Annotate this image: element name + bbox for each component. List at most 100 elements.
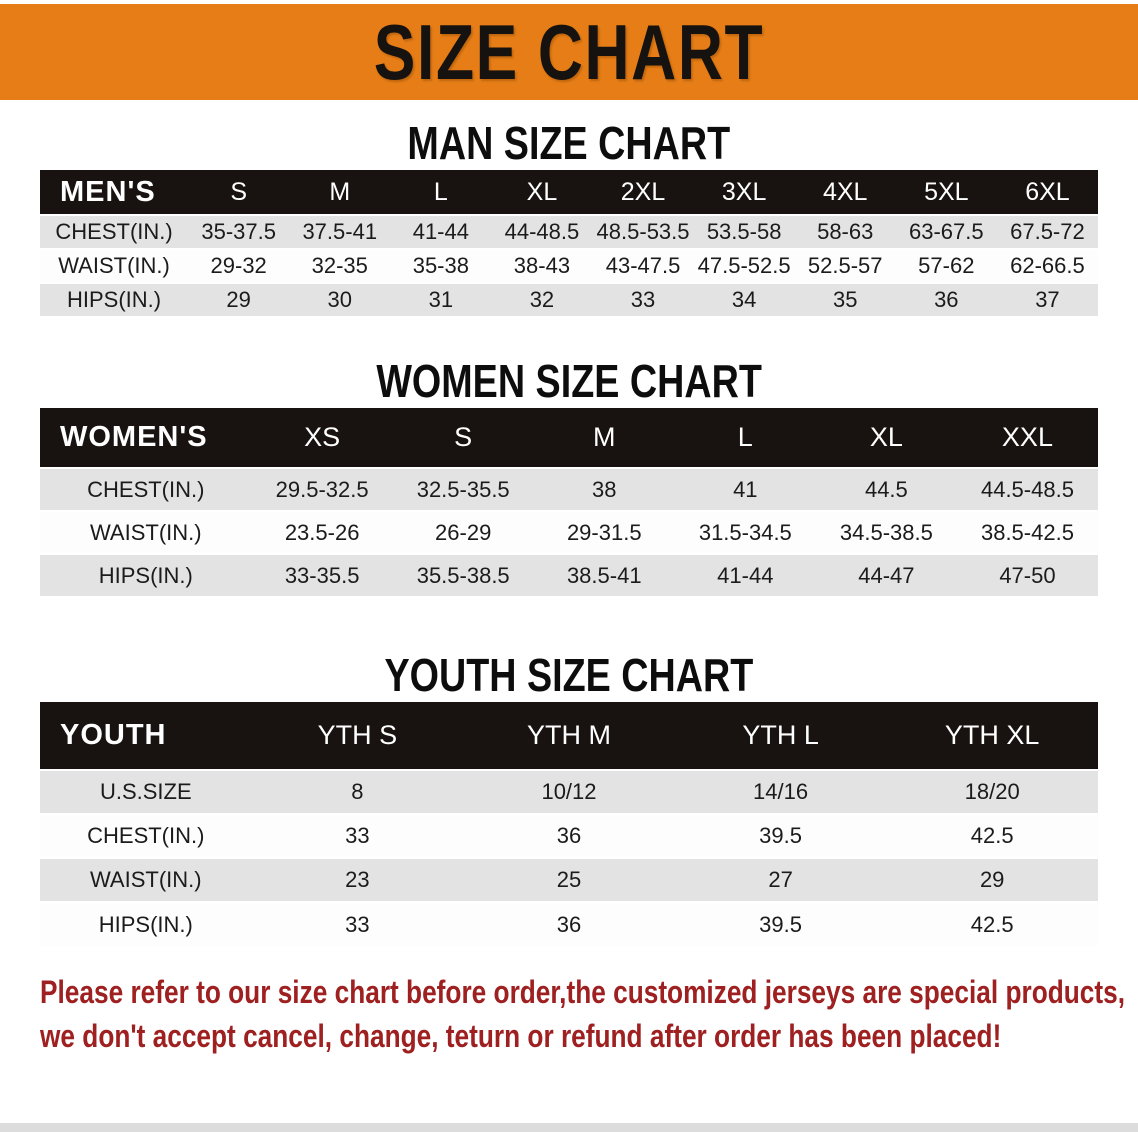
measurement-cell: 43-47.5 [605, 253, 681, 278]
size-column-header: YTH XL [944, 720, 1040, 750]
measurement-row-label: WAIST(IN.) [58, 253, 170, 278]
size-column-header: XXL [1001, 422, 1053, 452]
size-column-header: L [737, 422, 753, 452]
measurement-cell: 29 [226, 287, 251, 312]
table-header-row: MEN'S S M L XL 2XL 3XL 4XL 5XL 6XL [40, 170, 1098, 215]
measurement-cell: 37.5-41 [302, 219, 378, 244]
section-title-youth-text: YOUTH SIZE CHART [384, 649, 754, 701]
size-column-header: YTH M [526, 720, 611, 750]
measurement-cell: 14/16 [753, 779, 809, 804]
measurement-row-label: CHEST(IN.) [87, 823, 205, 848]
table-header-row: WOMEN'S XS S M L XL XXL [40, 408, 1098, 468]
measurement-cell: 39.5 [759, 823, 802, 848]
table-row: CHEST(IN.) 29.5-32.5 32.5-35.5 38 41 44.5 44.5… [40, 468, 1098, 511]
disclaimer-line-1: Please refer to our size chart before or… [40, 974, 1126, 1010]
table-row: WAIST(IN.) 29-32 32-35 35-38 38-43 43-47.5 47.… [40, 249, 1098, 283]
size-column-header: XL [526, 177, 558, 206]
measurement-cell: 29 [979, 867, 1005, 892]
measurement-row-label: CHEST(IN.) [55, 219, 173, 244]
men-size-table: MEN'S S M L XL 2XL 3XL 4XL 5XL 6XL CHEST(IN.) 35-37… [40, 170, 1098, 318]
measurement-cell: 35-38 [412, 253, 469, 278]
table-header-row: YOUTH YTH S YTH M YTH L YTH XL [40, 702, 1098, 770]
measurement-cell: 44-47 [858, 562, 915, 588]
section-title-women-text: WOMEN SIZE CHART [376, 355, 762, 407]
measurement-cell: 31 [428, 287, 454, 312]
measurement-cell: 42.5 [970, 911, 1014, 937]
section-title-men-text: MAN SIZE CHART [407, 117, 731, 169]
table-category-label: WOMEN'S [60, 421, 208, 453]
size-column-header: 4XL [822, 177, 868, 206]
measurement-cell: 47-50 [999, 562, 1056, 588]
size-column-header: 5XL [924, 177, 969, 206]
size-column-header: YTH S [317, 720, 398, 750]
measurement-cell: 38-43 [513, 253, 571, 278]
measurement-cell: 33-35.5 [284, 562, 360, 588]
size-column-header: 2XL [620, 177, 666, 206]
measurement-row-label: WAIST(IN.) [89, 519, 202, 545]
size-column-header: S [454, 422, 473, 452]
measurement-cell: 8 [351, 779, 364, 804]
measurement-cell: 35.5-38.5 [416, 562, 510, 588]
measurement-cell: 44.5 [864, 476, 908, 502]
size-column-header: M [329, 177, 351, 206]
measurement-cell: 32-35 [311, 253, 368, 278]
section-title-youth: YOUTH SIZE CHART [0, 648, 1138, 702]
measurement-cell: 67.5-72 [1010, 219, 1085, 244]
measurement-cell: 41 [733, 476, 758, 502]
measurement-cell: 38.5-42.5 [980, 519, 1074, 545]
measurement-cell: 29-32 [210, 253, 267, 278]
measurement-cell: 63-67.5 [909, 219, 984, 244]
measurement-cell: 62-66.5 [1010, 253, 1085, 278]
section-women: WOMEN SIZE CHART WOMEN'S XS S M L XL XXL CHEST(… [0, 354, 1138, 598]
table-row: WAIST(IN.) 23.5-26 26-29 29-31.5 31.5-34.5 34… [40, 511, 1098, 554]
measurement-row-label: HIPS(IN.) [98, 562, 193, 588]
disclaimer-line-2: we don't accept cancel, change, teturn o… [40, 1018, 1002, 1054]
measurement-cell: 23.5-26 [284, 519, 360, 545]
table-category-label: MEN'S [60, 175, 156, 208]
measurement-cell: 57-62 [918, 253, 975, 278]
table-row: CHEST(IN.) 35-37.5 37.5-41 41-44 44-48.5 48.5… [40, 215, 1098, 249]
page-title: SIZE CHART [373, 7, 765, 96]
size-column-header: 3XL [721, 177, 767, 206]
table-row: CHEST(IN.) 33 36 39.5 42.5 [40, 814, 1098, 858]
bottom-strip [0, 1123, 1138, 1132]
table-row: HIPS(IN.) 33 36 39.5 42.5 [40, 902, 1098, 946]
measurement-row-label: HIPS(IN.) [98, 911, 193, 937]
table-row: HIPS(IN.) 33-35.5 35.5-38.5 38.5-41 41-44 44-… [40, 554, 1098, 597]
measurement-cell: 33 [345, 911, 370, 937]
table-row: U.S.SIZE 8 10/12 14/16 18/20 [40, 770, 1098, 814]
size-column-header: XS [304, 422, 341, 452]
measurement-cell: 41-44 [717, 562, 774, 588]
size-column-header: 6XL [1025, 177, 1070, 206]
measurement-cell: 38 [592, 476, 617, 502]
measurement-cell: 29-31.5 [566, 519, 642, 545]
measurement-cell: 38.5-41 [566, 562, 642, 588]
size-column-header: S [230, 177, 247, 206]
disclaimer: Please refer to our size chart before or… [40, 970, 1138, 1058]
banner: SIZE CHART [0, 4, 1138, 100]
size-column-header: L [433, 177, 448, 206]
table-row: WAIST(IN.) 23 25 27 29 [40, 858, 1098, 902]
measurement-cell: 31.5-34.5 [698, 519, 792, 545]
women-size-table: WOMEN'S XS S M L XL XXL CHEST(IN.) 29.5-32.5 32.5… [40, 408, 1098, 598]
size-column-header: YTH L [742, 720, 819, 750]
measurement-cell: 41-44 [412, 219, 469, 244]
measurement-cell: 36 [556, 911, 582, 937]
measurement-cell: 47.5-52.5 [697, 253, 791, 278]
measurement-cell: 26-29 [435, 519, 492, 545]
measurement-cell: 35 [832, 287, 858, 312]
measurement-cell: 30 [327, 287, 352, 312]
table-row: HIPS(IN.) 29 30 31 32 33 34 35 36 37 [40, 283, 1098, 317]
measurement-cell: 34.5-38.5 [839, 519, 933, 545]
measurement-cell: 44.5-48.5 [980, 476, 1074, 502]
measurement-cell: 18/20 [964, 779, 1020, 804]
section-title-men: MAN SIZE CHART [0, 116, 1138, 170]
measurement-cell: 53.5-58 [706, 219, 782, 244]
table-category-label: YOUTH [60, 719, 167, 751]
section-title-women: WOMEN SIZE CHART [0, 354, 1138, 408]
measurement-cell: 35-37.5 [201, 219, 276, 244]
measurement-cell: 25 [556, 867, 582, 892]
measurement-cell: 33 [345, 823, 370, 848]
measurement-row-label: U.S.SIZE [99, 779, 192, 804]
measurement-cell: 23 [345, 867, 370, 892]
